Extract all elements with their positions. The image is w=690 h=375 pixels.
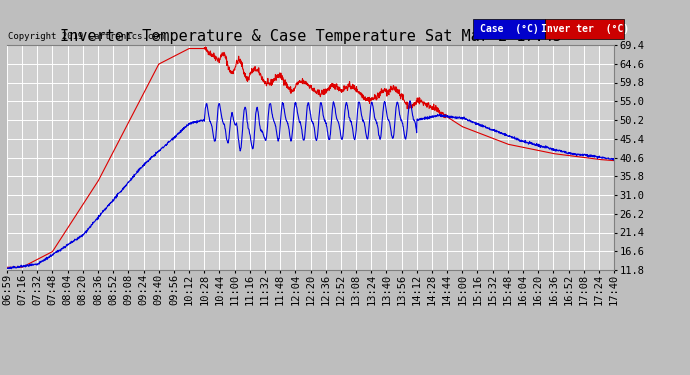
Title: Inverter Temperature & Case Temperature Sat Mar 2 17:45: Inverter Temperature & Case Temperature … xyxy=(59,29,562,44)
Text: Inver ter  (°C): Inver ter (°C) xyxy=(541,24,629,34)
Text: Case  (°C): Case (°C) xyxy=(480,24,538,34)
Text: Copyright 2019 Cartronics.com: Copyright 2019 Cartronics.com xyxy=(8,32,164,41)
